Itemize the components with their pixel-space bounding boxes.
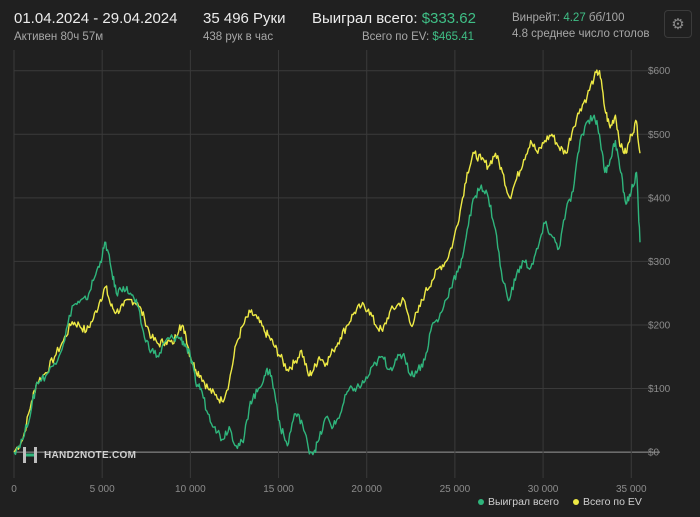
ev-value: $465.41 [432,31,474,43]
winrate-label: Винрейт: [512,12,561,24]
chart-legend: Выиграл всего Всего по EV [478,496,642,508]
won-value: $333.62 [421,10,476,27]
stats-header: 01.04.2024 - 29.04.2024 Активен 80ч 57м … [0,0,700,48]
hand2note-logo: HAND2NOTE.COM [22,444,136,466]
winrate-value: 4.27 [563,12,586,24]
legend-label-ev: Всего по EV [582,496,642,508]
y-tick-label: $0 [648,448,660,459]
y-tick-label: $100 [648,384,671,395]
x-tick-label: 35 000 [616,484,647,495]
x-tick-label: 15 000 [263,484,294,495]
y-tick-label: $300 [648,257,671,268]
x-tick-label: 0 [11,484,17,495]
x-tick-label: 10 000 [175,484,206,495]
winrate-block: Винрейт: 4.27 бб/100 4.8 среднее число с… [512,12,650,40]
legend-dot-ev [572,499,579,506]
x-tick-label: 30 000 [528,484,559,495]
gear-icon: ⚙ [671,16,685,33]
hand2note-logo-icon [22,446,38,464]
active-time: Активен 80ч 57м [14,31,104,43]
legend-item-won[interactable]: Выиграл всего [478,496,559,508]
legend-item-ev[interactable]: Всего по EV [572,496,642,508]
won-total: Выиграл всего: $333.62 [312,10,476,27]
hands-block: 35 496 Руки 438 рук в час [203,10,286,43]
won-label: Выиграл всего: [312,10,418,27]
hands-count: 35 496 Руки [203,10,286,27]
winrate: Винрейт: 4.27 бб/100 [512,12,650,24]
winrate-unit: бб/100 [588,12,625,24]
hands-per-hour: 438 рук в час [203,31,274,43]
x-tick-label: 25 000 [440,484,471,495]
y-axis-ticks: $0 $100 $200 $300 $400 $500 $600 [648,66,671,458]
bankroll-chart: $0 $100 $200 $300 $400 $500 $600 0 5 000 10 000 1… [11,50,671,495]
x-tick-label: 20 000 [351,484,382,495]
y-tick-label: $500 [648,130,671,141]
series-line-won [13,114,641,456]
logo-text: HAND2NOTE.COM [44,449,137,461]
ev-total: Всего по EV: $465.41 [312,31,474,43]
date-range: 01.04.2024 - 29.04.2024 [14,10,178,27]
y-tick-label: $200 [648,320,671,331]
y-tick-label: $600 [648,66,671,77]
chart-series [13,69,641,456]
date-block: 01.04.2024 - 29.04.2024 Активен 80ч 57м [14,10,177,43]
chart-grid [13,50,660,478]
legend-dot-won [478,499,484,506]
avg-tables: 4.8 среднее число столов [512,28,650,40]
legend-label-won: Выиграл всего [488,496,559,508]
ev-label: Всего по EV: [361,31,430,43]
winnings-block: Выиграл всего: $333.62 Всего по EV: $465… [312,10,476,43]
y-tick-label: $400 [648,193,671,204]
series-line-ev [13,69,641,453]
x-axis-ticks: 0 5 000 10 000 15 000 20 000 25 000 30 000 35 0… [11,484,647,495]
x-tick-label: 5 000 [90,484,115,495]
settings-button[interactable]: ⚙ [664,10,692,38]
